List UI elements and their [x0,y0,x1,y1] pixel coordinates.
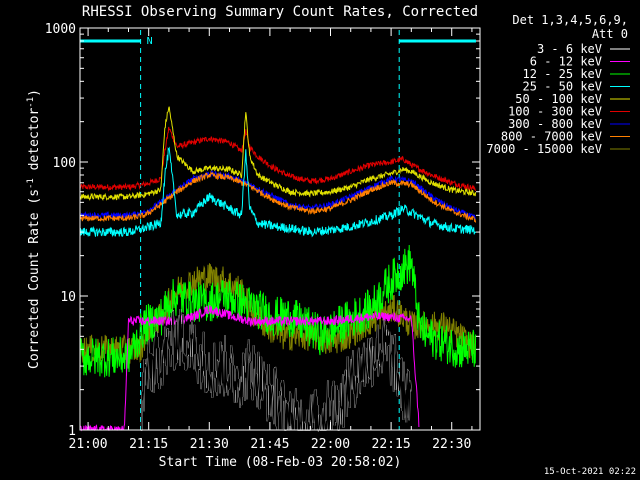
y-axis: 1 10 100 1000 [45,22,480,439]
x-tick-label: 21:30 [190,437,229,452]
x-tick-label: 21:00 [69,437,108,452]
legend-entry-label: 12 - 25 keV [523,67,602,81]
legend-header-detectors: Det 1,3,4,5,6,9, [512,13,628,27]
legend-entry-label: 3 - 6 keV [537,42,602,56]
y-tick-label: 1000 [45,22,76,37]
legend-header-attenuator: Att 0 [592,27,628,41]
x-tick-label: 22:15 [372,437,411,452]
plot-area: N [79,30,477,433]
legend-entry-label: 6 - 12 keV [530,55,602,69]
series-line-6-12keV [79,304,420,432]
x-axis-label: Start Time (08-Feb-03 20:58:02) [159,455,402,470]
x-tick-label: 22:30 [432,437,471,452]
x-tick-label: 22:00 [311,437,350,452]
footer-timestamp: 15-Oct-2021 02:22 [544,467,636,477]
series-line-25-50keV [79,146,477,238]
series-line-3-6keV [140,308,412,432]
series-line-50-100keV [79,106,477,201]
y-axis-label: Corrected Count Rate (s-1 detector-1) [26,89,42,369]
legend-entry-label: 300 - 800 keV [508,117,602,131]
x-tick-label: 21:15 [129,437,168,452]
night-marker-label: N [147,36,153,47]
series-line-12-25keV [79,244,477,378]
series-line-100-300keV [79,126,477,192]
x-axis: 21:00 21:15 21:30 21:45 22:00 22:15 22:30 [69,28,473,452]
chart-title: RHESSI Observing Summary Count Rates, Co… [82,4,478,20]
legend-entry-label: 100 - 300 keV [508,105,602,119]
y-tick-label: 1 [68,424,76,439]
legend-entry-label: 25 - 50 keV [523,80,602,94]
series-line-800-7000keV [79,170,477,223]
legend-entry-label: 800 - 7000 keV [501,130,602,144]
plot-frame [79,27,481,431]
legend-entry-label: 7000 - 15000 keV [486,142,602,156]
y-tick-label: 10 [60,290,76,305]
x-tick-label: 21:45 [250,437,289,452]
legend-entry-label: 50 - 100 keV [515,92,602,106]
y-tick-label: 100 [53,156,76,171]
